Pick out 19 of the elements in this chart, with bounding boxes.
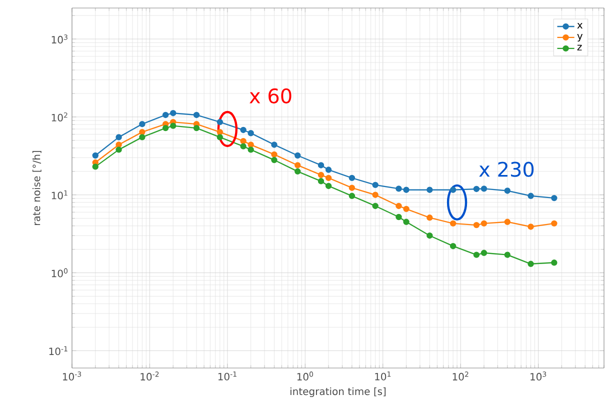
y-tick-label: 10$^{1}$ bbox=[52, 190, 68, 200]
y-tick-label: 10$^{2}$ bbox=[52, 112, 68, 122]
x-axis-title: integration time [s] bbox=[290, 387, 386, 398]
x-tick-label: 10$^{1}$ bbox=[375, 372, 391, 380]
annotation: x 230 bbox=[479, 162, 534, 177]
legend-label: z bbox=[577, 44, 582, 50]
x-tick-label: 10$^{0}$ bbox=[297, 372, 314, 380]
y-axis-title: rate noise [°/h] bbox=[32, 150, 42, 225]
legend-label: x bbox=[577, 23, 583, 28]
y-tick-label: 10$^{3}$ bbox=[52, 34, 68, 44]
x-tick-label: 10$^{2}$ bbox=[452, 372, 468, 380]
x-tick-label: 10$^{-1}$ bbox=[218, 372, 236, 380]
annotation: x 60 bbox=[250, 88, 292, 104]
y-tick-label: 10$^{-1}$ bbox=[49, 346, 68, 356]
x-tick-label: 10$^{-3}$ bbox=[62, 372, 82, 380]
x-tick-label: 10$^{3}$ bbox=[530, 372, 546, 380]
y-tick-label: 10$^{0}$ bbox=[52, 268, 68, 278]
legend-label: y bbox=[577, 34, 583, 42]
x-tick-label: 10$^{-2}$ bbox=[140, 372, 159, 380]
